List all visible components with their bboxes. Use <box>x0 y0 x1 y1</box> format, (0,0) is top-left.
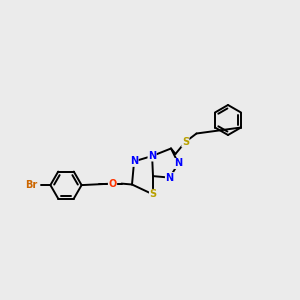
Text: N: N <box>165 172 174 183</box>
Text: Br: Br <box>26 180 38 190</box>
Text: S: S <box>182 137 189 147</box>
Text: O: O <box>108 178 117 189</box>
Text: N: N <box>148 151 156 161</box>
Text: N: N <box>130 156 138 167</box>
Text: N: N <box>174 158 183 169</box>
Text: S: S <box>149 189 157 200</box>
